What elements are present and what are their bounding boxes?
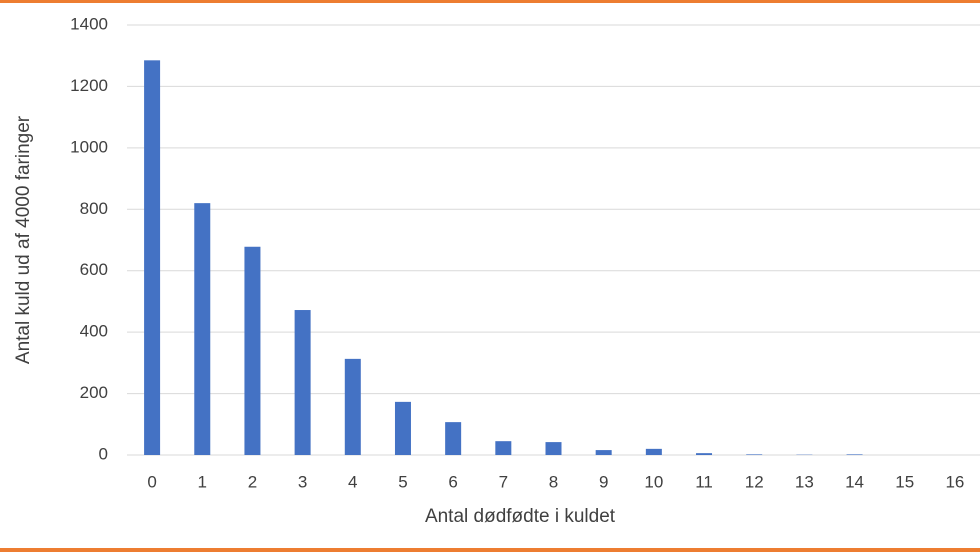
bar [545, 442, 562, 455]
y-tick-label: 0 [99, 444, 108, 463]
x-tick-label: 16 [945, 472, 964, 491]
top-border [0, 0, 980, 3]
y-tick-label: 1200 [70, 76, 108, 95]
x-tick-label: 5 [398, 472, 407, 491]
x-tick-label: 8 [549, 472, 558, 491]
bar [595, 450, 612, 455]
x-tick-label: 0 [147, 472, 156, 491]
bar [144, 60, 161, 455]
bar [746, 454, 763, 455]
x-tick-label: 12 [745, 472, 764, 491]
y-tick-label: 600 [80, 260, 108, 279]
y-tick-label: 400 [80, 322, 108, 341]
y-tick-label: 200 [80, 383, 108, 402]
x-tick-label: 7 [499, 472, 508, 491]
x-tick-label: 2 [248, 472, 257, 491]
x-tick-label: 9 [599, 472, 608, 491]
x-tick-label: 15 [895, 472, 914, 491]
x-tick-label: 3 [298, 472, 307, 491]
x-tick-label: 4 [348, 472, 357, 491]
y-tick-label: 1400 [70, 14, 108, 33]
x-tick-label: 1 [198, 472, 207, 491]
bar [194, 203, 211, 455]
bar [846, 454, 863, 455]
bar [495, 441, 512, 455]
y-tick-label: 800 [80, 199, 108, 218]
bar [244, 246, 261, 455]
bar [394, 401, 411, 455]
x-tick-label: 11 [695, 472, 713, 491]
x-tick-label: 10 [644, 472, 663, 491]
bar [445, 422, 462, 455]
x-tick-label: 6 [448, 472, 457, 491]
y-axis-title: Antal kuld ud af 4000 faringer [13, 115, 34, 364]
bar [696, 453, 713, 455]
y-tick-label: 1000 [70, 137, 108, 156]
bar [294, 310, 311, 455]
bottom-border [0, 548, 980, 552]
x-tick-label: 13 [795, 472, 814, 491]
bar [344, 358, 361, 455]
bar [645, 448, 662, 455]
x-tick-label: 14 [845, 472, 864, 491]
x-axis-title: Antal dødfødte i kuldet [425, 506, 616, 527]
